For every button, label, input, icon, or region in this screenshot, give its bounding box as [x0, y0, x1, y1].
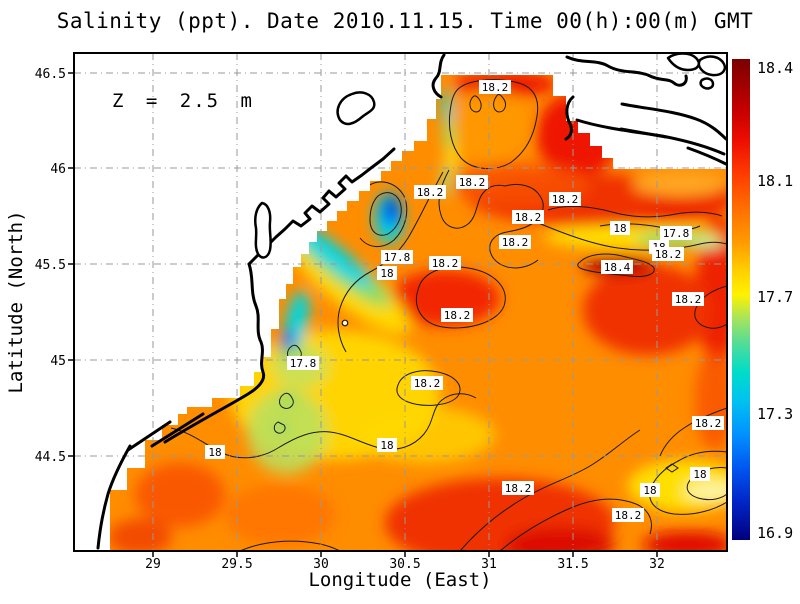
svg-text:18.2: 18.2	[695, 417, 722, 430]
colorbar-label: 18.4	[757, 59, 793, 77]
contour-label: 18.2	[441, 308, 473, 322]
svg-text:30: 30	[313, 557, 329, 572]
contour-label: 17.8	[660, 226, 692, 240]
contour-label: 18	[377, 438, 397, 452]
ne-land-line-3	[620, 102, 728, 141]
contour-label: 18.2	[479, 80, 511, 94]
ne-land-hook	[564, 95, 575, 141]
svg-text:18: 18	[380, 439, 393, 452]
svg-text:29.5: 29.5	[221, 557, 252, 572]
svg-text:18.2: 18.2	[417, 186, 444, 199]
svg-text:18: 18	[380, 267, 393, 280]
ne-land-line-1	[565, 55, 688, 87]
y-axis-label: Latitude (North)	[5, 210, 27, 393]
svg-text:17.8: 17.8	[290, 357, 317, 370]
contour-label: 17.8	[381, 250, 413, 264]
lower-coast	[163, 262, 266, 444]
colorbar-label: 18.1	[757, 172, 793, 190]
svg-text:31.5: 31.5	[557, 557, 588, 572]
colorbar-gradient	[732, 59, 750, 540]
svg-text:18.4: 18.4	[604, 261, 631, 274]
x-axis-tick-labels: 29 29.5 30 30.5 31 31.5 32	[145, 557, 665, 572]
svg-text:18.2: 18.2	[444, 309, 471, 322]
svg-text:18.2: 18.2	[502, 236, 529, 249]
svg-text:45.5: 45.5	[35, 258, 66, 273]
svg-text:18.2: 18.2	[655, 248, 682, 261]
y-axis-tick-labels: 46.5 46 45.5 45 44.5	[35, 67, 66, 465]
svg-text:46: 46	[50, 162, 66, 177]
contour-label: 18	[377, 266, 397, 280]
delta-coast	[96, 444, 132, 550]
svg-text:18.2: 18.2	[515, 211, 542, 224]
svg-text:18: 18	[208, 446, 221, 459]
colorbar-label: 16.9	[757, 524, 793, 542]
svg-text:18: 18	[613, 222, 626, 235]
contour-label: 18.2	[692, 416, 724, 430]
colorbar-label: 17.7	[757, 288, 793, 306]
svg-text:18.2: 18.2	[615, 509, 642, 522]
svg-text:17.8: 17.8	[663, 227, 690, 240]
svg-text:18.2: 18.2	[414, 377, 441, 390]
ne-land-line-4	[686, 146, 728, 166]
svg-text:18: 18	[693, 468, 706, 481]
contour-label: 18.2	[612, 508, 644, 522]
svg-text:45: 45	[50, 354, 66, 369]
contour-label: 17.8	[287, 356, 319, 370]
svg-text:18: 18	[643, 484, 656, 497]
contour-label: 18	[690, 467, 710, 481]
ne-land-bar	[619, 127, 668, 139]
colorbar: 18.4 18.1 17.7 17.3 16.9	[732, 59, 793, 542]
figure-title: Salinity (ppt). Date 2010.11.15. Time 00…	[57, 9, 754, 33]
contour-label: 18	[205, 445, 225, 459]
y-tick-marks	[68, 72, 74, 457]
svg-text:17.8: 17.8	[384, 251, 411, 264]
contour-label: 18.2	[672, 292, 704, 306]
x-tick-marks	[152, 551, 658, 557]
svg-text:46.5: 46.5	[35, 67, 66, 82]
svg-text:30.5: 30.5	[389, 557, 420, 572]
bay-west-coast	[431, 53, 446, 99]
contour-label: 18	[640, 483, 660, 497]
depth-annotation: Z = 2.5 m	[112, 90, 254, 112]
contour-label: 18.2	[512, 210, 544, 224]
contour-label: 18.2	[429, 256, 461, 270]
colorbar-label: 17.3	[757, 405, 793, 423]
liman-lagoon	[254, 201, 272, 259]
svg-text:18.2: 18.2	[552, 193, 579, 206]
contour-label: 18.2	[456, 175, 488, 189]
svg-text:44.5: 44.5	[35, 450, 66, 465]
contour-label: 18.2	[411, 376, 443, 390]
contour-label: 18	[610, 221, 630, 235]
coastline	[96, 52, 728, 550]
svg-text:29: 29	[145, 557, 161, 572]
svg-text:18.2: 18.2	[459, 176, 486, 189]
plot-frame	[68, 52, 728, 557]
contour-label: 18.2	[652, 247, 684, 261]
spit-coast	[247, 147, 396, 266]
contour-labels: 18.2 18.2 18.2 18.2 18.2 18.2 18 17.8 18…	[205, 80, 724, 522]
svg-text:18.2: 18.2	[432, 257, 459, 270]
svg-text:18.2: 18.2	[505, 482, 532, 495]
contour-label: 18.2	[549, 192, 581, 206]
contour-label: 18.2	[499, 235, 531, 249]
contour-label: 18.2	[502, 481, 534, 495]
contour-label: 18.4	[601, 260, 633, 274]
svg-text:31: 31	[481, 557, 497, 572]
delta-arms	[126, 412, 205, 452]
svg-text:32: 32	[649, 557, 665, 572]
x-axis-label: Longitude (East)	[308, 569, 491, 591]
contour-label: 18.2	[414, 185, 446, 199]
island	[336, 91, 376, 126]
tiny-contour-ring	[341, 319, 349, 327]
svg-text:18.2: 18.2	[482, 81, 509, 94]
svg-text:18.2: 18.2	[675, 293, 702, 306]
